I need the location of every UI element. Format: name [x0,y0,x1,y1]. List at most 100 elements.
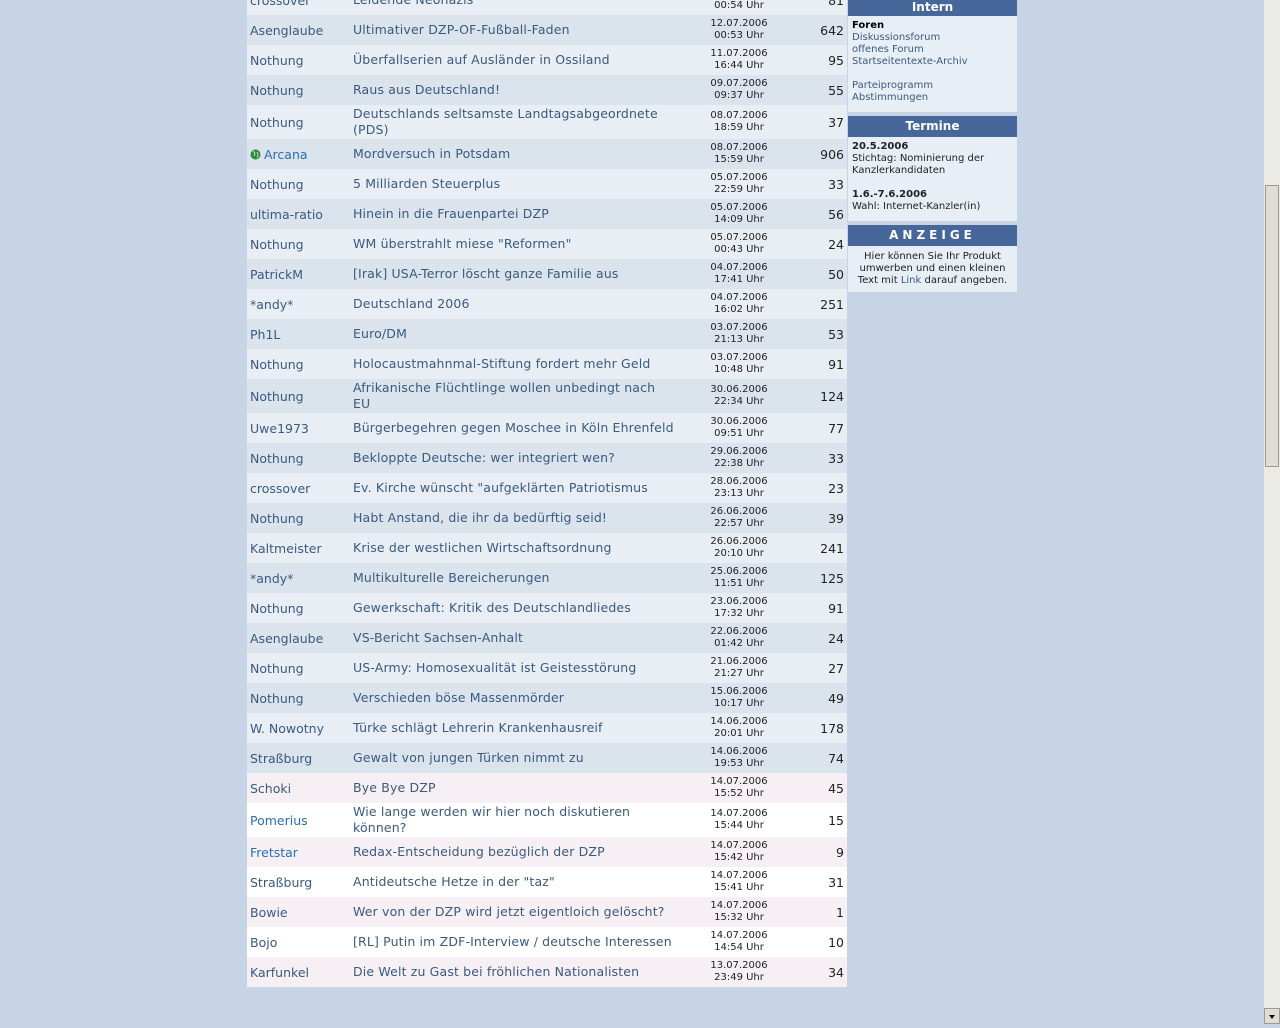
topic-title[interactable]: Raus aus Deutschland! [353,82,501,97]
author[interactable]: *andy* [250,296,294,312]
author[interactable]: crossover [250,0,311,8]
author[interactable]: Nothung [250,176,304,192]
author[interactable]: crossover [250,480,311,496]
topic-title[interactable]: Gewalt von jungen Türken nimmt zu [353,750,584,765]
topic-title[interactable]: Bürgerbegehren gegen Moschee in Köln Ehr… [353,420,674,435]
topic-title[interactable]: Antideutsche Hetze in der "taz" [353,874,555,889]
author[interactable]: Nothung [250,52,304,68]
author[interactable]: Straßburg [250,874,313,890]
author[interactable]: Bowie [250,904,288,920]
time: 14:09 Uhr [714,214,764,225]
author[interactable]: Pomerius [250,812,308,828]
author[interactable]: Asenglaube [250,630,324,646]
nav-link[interactable]: Diskussionsforum [852,32,941,43]
author[interactable]: Ph1L [250,326,281,342]
topic-title[interactable]: Deutschlands seltsamste Landtagsabgeordn… [353,106,658,137]
topic-title[interactable]: Die Welt zu Gast bei fröhlichen National… [353,964,640,979]
topic-title[interactable]: Mordversuch in Potsdam [353,146,511,161]
topic-title[interactable]: Holocaustmahnmal-Stiftung fordert mehr G… [353,356,651,371]
author[interactable]: Nothung [250,388,304,404]
nav-link[interactable]: Abstimmungen [852,92,929,103]
date: 26.06.2006 [710,536,768,547]
topic-title[interactable]: Euro/DM [353,326,408,341]
author[interactable]: Nothung [250,600,304,616]
author[interactable]: Uwe1973 [250,420,309,436]
topic-row: Schoki Bye Bye DZP 14.07.2006 15:52 Uhr 45 [247,773,847,803]
author[interactable]: W. Nowotny [250,720,324,736]
author[interactable]: Kaltmeister [250,540,322,556]
event-text: Stichtag: Nominierung der Kanzlerkandida… [852,153,985,176]
topic-title[interactable]: Krise der westlichen Wirtschaftsordnung [353,540,612,555]
time: 15:32 Uhr [714,912,764,923]
scroll-thumb[interactable] [1265,185,1279,467]
topic-title[interactable]: Afrikanische Flüchtlinge wollen unbeding… [353,380,656,411]
author[interactable]: Nothung [250,660,304,676]
sidebar-header: ANZEIGE [848,225,1017,246]
topic-title[interactable]: Ev. Kirche wünscht "aufgeklärten Patriot… [353,480,648,495]
author-cell: crossover [247,0,353,8]
topic-title[interactable]: Ultimativer DZP-OF-Fußball-Faden [353,22,570,37]
topic-title[interactable]: Redax-Entscheidung bezüglich der DZP [353,844,605,859]
topic-row: Ph1L Euro/DM 03.07.2006 21:13 Uhr 53 [247,319,847,349]
date-cell: 08.07.2006 18:59 Uhr [678,110,800,134]
author[interactable]: Straßburg [250,750,313,766]
author-cell: ultima-ratio [247,207,353,222]
author[interactable]: Asenglaube [250,22,324,38]
date: 21.06.2006 [710,656,768,667]
topic-title[interactable]: WM überstrahlt miese "Reformen" [353,236,572,251]
nav-link[interactable]: offenes Forum [852,44,924,55]
author[interactable]: Nothung [250,82,304,98]
replies: 31 [828,874,844,890]
time: 23:49 Uhr [714,972,764,983]
author[interactable]: Fretstar [250,844,298,860]
sidebar-header: Intern [848,0,1017,16]
topic-title[interactable]: Habt Anstand, die ihr da bedürftig seid! [353,510,608,525]
time: 11:51 Uhr [714,578,764,589]
author[interactable]: Schoki [250,780,292,796]
topic-title[interactable]: Leidende Neonazis [353,0,675,9]
topic-title[interactable]: [RL] Putin im ZDF-Interview / deutsche I… [353,934,672,949]
topic-title[interactable]: Wie lange werden wir hier noch diskutier… [353,804,631,835]
author-cell: Bowie [247,905,353,920]
replies: 23 [828,480,844,496]
scrollbar[interactable] [1264,0,1280,1024]
date-cell: 05.07.2006 14:09 Uhr [678,202,800,226]
time: 17:32 Uhr [714,608,764,619]
author[interactable]: Bojo [250,934,278,950]
event-text: Wahl: Internet-Kanzler(in) [852,201,981,212]
date: 11.07.2006 [710,48,768,59]
topic-title[interactable]: Türke schlägt Lehrerin Krankenhausreif [353,720,603,735]
topic-title[interactable]: US-Army: Homosexualität ist Geistesstöru… [353,660,637,675]
topic-title[interactable]: Gewerkschaft: Kritik des Deutschlandlied… [353,600,631,615]
author[interactable]: Arcana [264,146,308,162]
author-cell: Nothung [247,451,353,466]
scroll-down[interactable] [1264,1008,1280,1024]
topic-title[interactable]: Multikulturelle Bereicherungen [353,570,550,585]
topic-title[interactable]: Deutschland 2006 [353,296,470,311]
topic-title[interactable]: Verschieden böse Massenmörder [353,690,565,705]
author[interactable]: Nothung [250,236,304,252]
author[interactable]: *andy* [250,570,294,586]
author-cell: Schoki [247,781,353,796]
topic-title[interactable]: [Irak] USA-Terror löscht ganze Familie a… [353,266,619,281]
author[interactable]: PatrickM [250,266,304,282]
topic-title[interactable]: 5 Milliarden Steuerplus [353,176,501,191]
nav-link[interactable]: Parteiprogramm [852,80,934,91]
author[interactable]: Nothung [250,510,304,526]
author[interactable]: Nothung [250,690,304,706]
nav-link[interactable]: Startseitentexte-Archiv [852,56,968,67]
date: 14.06.2006 [710,746,768,757]
topic-title[interactable]: Hinein in die Frauenpartei DZP [353,206,549,221]
author[interactable]: Nothung [250,450,304,466]
topic-title[interactable]: Überfallserien auf Ausländer in Ossiland [353,52,610,67]
ad-link[interactable]: Link [900,275,922,286]
topic-row: crossover Ev. Kirche wünscht "aufgeklärte… [247,473,847,503]
topic-title[interactable]: Bye Bye DZP [353,780,436,795]
author[interactable]: Nothung [250,114,304,130]
topic-title[interactable]: Bekloppte Deutsche: wer integriert wen? [353,450,615,465]
topic-title[interactable]: VS-Bericht Sachsen-Anhalt [353,630,524,645]
topic-title[interactable]: Wer von der DZP wird jetzt eigentloich g… [353,904,665,919]
author[interactable]: Karfunkel [250,964,309,980]
author[interactable]: ultima-ratio [250,206,323,222]
author[interactable]: Nothung [250,356,304,372]
